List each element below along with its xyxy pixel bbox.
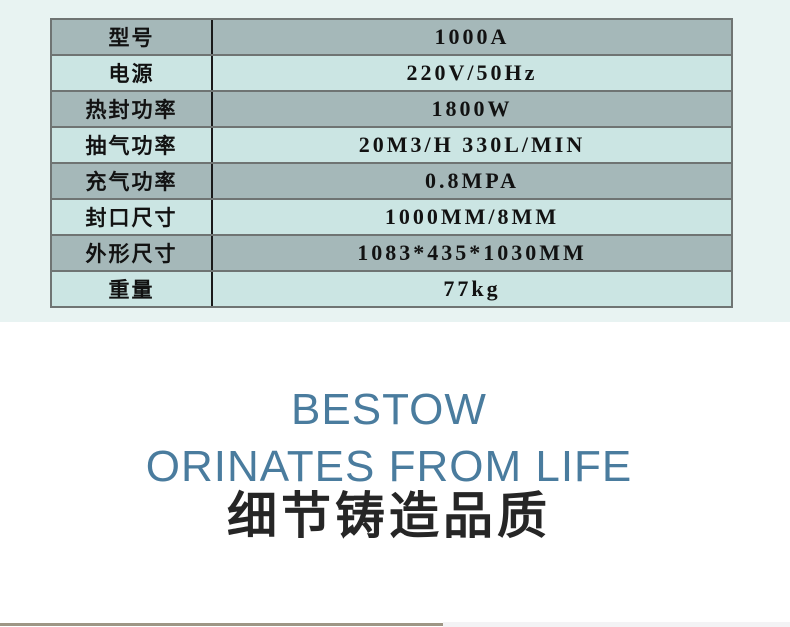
spec-value-model: 1000A [213,20,731,54]
spec-value-power-supply: 220V/50Hz [213,56,731,90]
spec-label-model: 型号 [52,20,213,54]
table-row: 抽气功率 20M3/H 330L/MIN [52,128,731,164]
next-image-top-edge-right [443,622,790,627]
spec-value-dimensions: 1083*435*1030MM [213,236,731,270]
brand-slogan: ORINATES FROM LIFE [145,442,633,491]
spec-section: 型号 1000A 电源 220V/50Hz 热封功率 1800W 抽气功率 20… [0,0,790,322]
spec-value-seal-size: 1000MM/8MM [213,200,731,234]
spec-value-sealing-power: 1800W [213,92,731,126]
table-row: 重量 77kg [52,272,731,306]
spec-label-weight: 重量 [52,272,213,306]
table-row: 封口尺寸 1000MM/8MM [52,200,731,236]
spec-value-weight: 77kg [213,272,731,306]
spec-value-pumping-power: 20M3/H 330L/MIN [213,128,731,162]
next-image-top-edge-left [0,623,443,626]
table-row: 热封功率 1800W [52,92,731,128]
table-row: 型号 1000A [52,20,731,56]
spec-label-inflation-power: 充气功率 [52,164,213,198]
spec-table: 型号 1000A 电源 220V/50Hz 热封功率 1800W 抽气功率 20… [50,18,733,308]
chinese-tagline: 细节铸造品质 [227,488,551,544]
table-row: 充气功率 0.8MPA [52,164,731,200]
table-row: 电源 220V/50Hz [52,56,731,92]
brand-title: BESTOW [291,385,487,434]
spec-value-inflation-power: 0.8MPA [213,164,731,198]
spec-label-pumping-power: 抽气功率 [52,128,213,162]
spec-label-sealing-power: 热封功率 [52,92,213,126]
spec-label-power-supply: 电源 [52,56,213,90]
spec-label-seal-size: 封口尺寸 [52,200,213,234]
spec-label-dimensions: 外形尺寸 [52,236,213,270]
table-row: 外形尺寸 1083*435*1030MM [52,236,731,272]
